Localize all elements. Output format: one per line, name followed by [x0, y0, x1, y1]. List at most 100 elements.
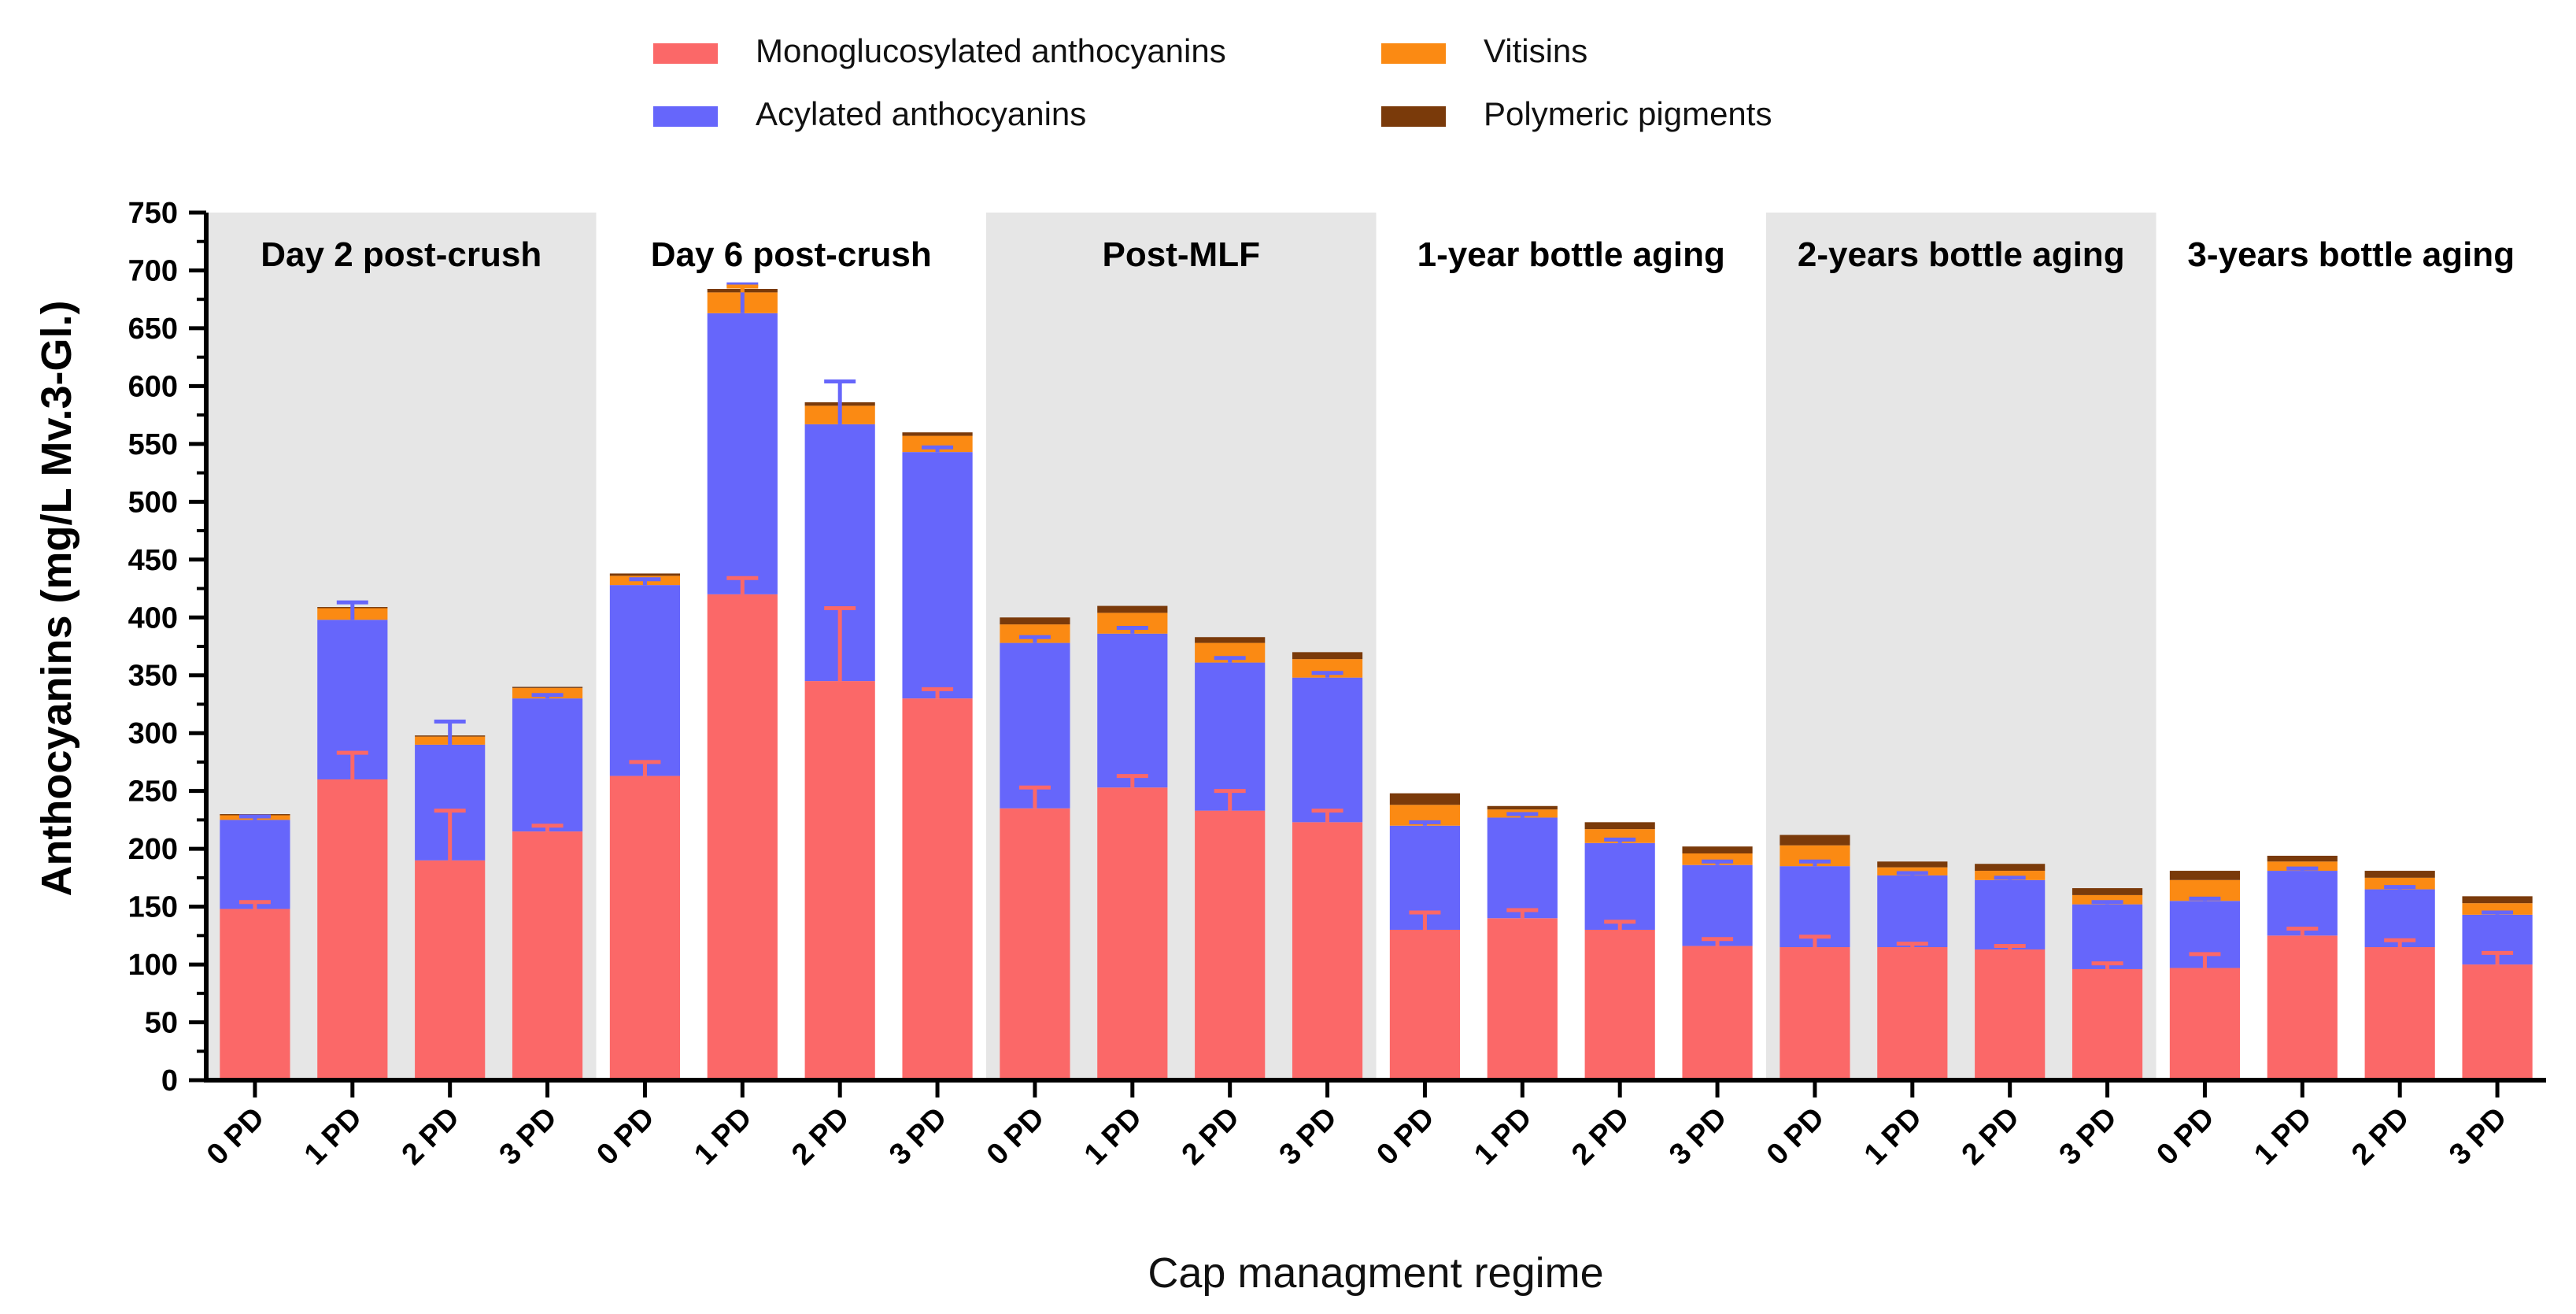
- bar-segment: [2364, 889, 2435, 948]
- panel-labels: Day 2 post-crush Day 6 post-crush Post-MLF…: [261, 235, 2515, 274]
- y-tick-label: 300: [128, 717, 178, 750]
- panel-backgrounds: [206, 213, 2157, 1080]
- bar-segment: [2462, 903, 2533, 915]
- y-tick-label: 750: [128, 197, 178, 230]
- bar-segment: [1000, 808, 1070, 1080]
- y-tick-label: 350: [128, 660, 178, 693]
- x-tick-label: 1 PD: [688, 1101, 758, 1171]
- bar-segment: [1975, 949, 2046, 1080]
- y-tick-label: 150: [128, 891, 178, 924]
- bar-segment: [1487, 805, 1558, 810]
- x-tick-label: 0 PD: [1761, 1101, 1831, 1171]
- bar-segment: [1682, 846, 1753, 854]
- bar-segment: [1389, 793, 1461, 805]
- legend-entry: Monoglucosylated anthocyanins: [756, 32, 1226, 69]
- y-tick-label: 550: [128, 428, 178, 461]
- x-tick-label: 1 PD: [1468, 1101, 1538, 1171]
- x-tick-label: 0 PD: [590, 1101, 660, 1171]
- bar-segment: [2267, 855, 2338, 862]
- bar-segment: [2072, 888, 2143, 895]
- bar-segment: [1097, 787, 1168, 1080]
- bar-segment: [1780, 835, 1850, 846]
- axes: [189, 210, 2546, 1097]
- x-tick-label: 1 PD: [2248, 1101, 2318, 1171]
- bar-segment: [1000, 617, 1070, 625]
- panel-label: Day 6 post-crush: [651, 235, 932, 274]
- bar-segment: [1195, 810, 1266, 1080]
- x-tick-label: 3 PD: [1663, 1101, 1733, 1171]
- x-tick-label: 3 PD: [493, 1101, 563, 1171]
- bar-segment: [2072, 968, 2143, 1080]
- y-tick-label: 0: [161, 1064, 178, 1097]
- bar-segment: [1682, 864, 1753, 946]
- x-tick-label: 1 PD: [298, 1101, 368, 1171]
- bar-segment: [2169, 871, 2241, 880]
- x-tick-label: 3 PD: [2443, 1101, 2513, 1171]
- bar-segment: [2267, 935, 2338, 1080]
- bar-segment: [1389, 929, 1461, 1080]
- x-tick-label: 2 PD: [1956, 1101, 2026, 1171]
- legend-swatch: [653, 43, 718, 64]
- bar-segment: [2072, 904, 2143, 969]
- bar-segment: [1195, 637, 1266, 643]
- x-tick-label: 2 PD: [2345, 1101, 2415, 1171]
- bar-segment: [1292, 652, 1363, 660]
- bar-segment: [1584, 929, 1655, 1080]
- x-tick-label: 3 PD: [1273, 1101, 1343, 1171]
- y-tick-labels: 0 50 100 150 200 250 300 350 400 450 500 550 600 650 7…: [128, 197, 178, 1097]
- x-tick-label: 3 PD: [2053, 1101, 2123, 1171]
- x-tick-labels: 0 PD 1 PD 2 PD 3 PD 0 PD 1 PD 2 PD 3 PD 0 PD 1 PD…: [201, 1101, 2514, 1171]
- bar-segment: [1487, 918, 1558, 1080]
- bar-segment: [804, 681, 875, 1080]
- bar-segment: [1780, 947, 1850, 1080]
- x-tick-label: 0 PD: [981, 1101, 1051, 1171]
- panel-label: 3-years bottle aging: [2187, 235, 2515, 274]
- legend: Monoglucosylated anthocyanins Vitisins Acy…: [653, 32, 1772, 132]
- y-tick-label: 200: [128, 833, 178, 866]
- bar-segment: [1682, 946, 1753, 1080]
- bar-segment: [902, 435, 973, 453]
- y-axis-label: Anthocyanins (mg/L Mv.3-Gl.): [33, 300, 80, 896]
- y-tick-label: 450: [128, 544, 178, 577]
- bar-segment: [1292, 822, 1363, 1080]
- legend-entry: Polymeric pigments: [1484, 95, 1772, 132]
- x-tick-label: 2 PD: [1565, 1101, 1635, 1171]
- bar-segment: [1097, 633, 1168, 788]
- y-tick-label: 400: [128, 601, 178, 635]
- bar-segment: [609, 573, 681, 576]
- x-tick-label: 1 PD: [1078, 1101, 1148, 1171]
- y-tick-label: 600: [128, 370, 178, 403]
- bar-segment: [1097, 605, 1168, 613]
- x-tick-label: 1 PD: [1858, 1101, 1928, 1171]
- x-tick-label: 2 PD: [785, 1101, 856, 1171]
- bar-segment: [609, 775, 681, 1080]
- bar-segment: [2462, 896, 2533, 904]
- bar-segment: [1000, 642, 1070, 809]
- bar-segment: [512, 698, 583, 832]
- bar-segment: [1780, 866, 1850, 948]
- panel-label: Day 2 post-crush: [261, 235, 541, 274]
- bar-segment: [1877, 875, 1948, 948]
- panel-label: Post-MLF: [1103, 235, 1260, 274]
- bar-segment: [1292, 659, 1363, 678]
- x-tick-label: 2 PD: [1176, 1101, 1246, 1171]
- bar-segment: [220, 909, 290, 1080]
- bar-segment: [1584, 822, 1655, 830]
- bar-segment: [707, 594, 778, 1080]
- bar-segment: [902, 452, 973, 699]
- legend-swatch: [1381, 106, 1446, 127]
- bar-segment: [902, 432, 973, 436]
- bar-segment: [1000, 624, 1070, 643]
- bar-segment: [1292, 677, 1363, 823]
- bar-segment: [2169, 968, 2241, 1080]
- legend-swatch: [1381, 43, 1446, 64]
- y-tick-label: 500: [128, 486, 178, 519]
- x-tick-label: 0 PD: [1370, 1101, 1440, 1171]
- bar-segment: [2267, 871, 2338, 936]
- bar-segment: [1975, 871, 2046, 880]
- bar-segment: [1584, 842, 1655, 930]
- legend-swatch: [653, 106, 718, 127]
- bar-segment: [317, 779, 388, 1080]
